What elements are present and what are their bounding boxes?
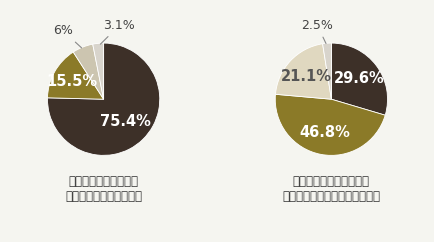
Wedge shape <box>92 43 103 99</box>
Wedge shape <box>73 44 103 99</box>
Text: 個室で過ごすよりも、
居間に集まることが多い: 個室で過ごすよりも、 居間に集まることが多い <box>65 175 142 203</box>
Text: 15.5%: 15.5% <box>46 74 97 89</box>
Text: 2.5%: 2.5% <box>301 19 332 44</box>
Wedge shape <box>322 43 331 99</box>
Text: 21.1%: 21.1% <box>281 69 332 84</box>
Text: 6%: 6% <box>53 24 82 48</box>
Text: 3.1%: 3.1% <box>100 19 135 44</box>
Text: 部屋数が少なくなっても
広い部屋でゆっくり過ごしたい: 部屋数が少なくなっても 広い部屋でゆっくり過ごしたい <box>282 175 379 203</box>
Wedge shape <box>47 52 103 99</box>
Text: 29.6%: 29.6% <box>333 71 384 86</box>
Wedge shape <box>275 44 331 99</box>
Wedge shape <box>275 94 385 155</box>
Wedge shape <box>47 43 159 155</box>
Text: 75.4%: 75.4% <box>99 114 150 129</box>
Wedge shape <box>331 43 387 115</box>
Text: 46.8%: 46.8% <box>299 125 350 140</box>
